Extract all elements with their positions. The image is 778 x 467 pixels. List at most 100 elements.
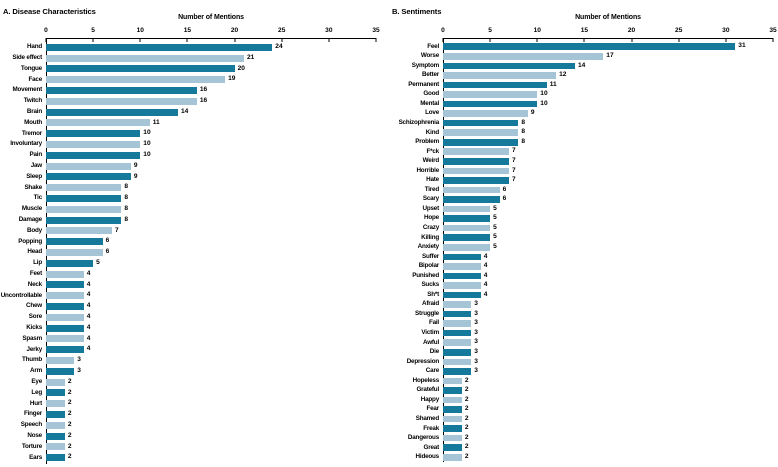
x-tick-mark	[772, 38, 774, 42]
bar-row: Arm 3	[0, 366, 389, 377]
value-label: 2	[67, 410, 72, 418]
bar-track: 3	[443, 328, 773, 338]
bar-row: Leg 2	[0, 388, 389, 399]
x-tick-mark	[186, 38, 188, 42]
bar-track: 19	[46, 74, 376, 85]
value-label: 12	[559, 71, 567, 79]
x-tick-mark	[139, 38, 141, 42]
bar-row: Eye 2	[0, 377, 389, 388]
bar-row: Tongue 20	[0, 64, 389, 75]
bar-row: Thumb 3	[0, 355, 389, 366]
bar	[46, 54, 244, 62]
bar	[443, 119, 519, 127]
value-label: 3	[77, 356, 81, 364]
bar	[46, 454, 65, 462]
bars: Hand 24 Side effect 21 Tongue 20 Face 19 Movemen…	[0, 42, 389, 463]
value-label: 8	[521, 128, 526, 136]
bar-row: Symptom 14	[389, 61, 778, 71]
bar-track: 10	[46, 139, 376, 150]
bar-row: Mouth 11	[0, 118, 389, 129]
bar-track: 4	[443, 290, 773, 300]
category-label: Tired	[424, 185, 439, 193]
bar-row: Hideous 2	[389, 453, 778, 463]
bar	[443, 396, 462, 404]
category-label: Kind	[425, 128, 439, 136]
category-label: Popping	[18, 237, 42, 245]
bar-row: Punished 4	[389, 271, 778, 281]
category-label: Schizophrenia	[398, 119, 440, 126]
bar-row: Lip 5	[0, 258, 389, 269]
x-tick-mark	[92, 38, 94, 42]
value-label: 10	[540, 99, 548, 107]
bar-track: 10	[443, 99, 773, 109]
category-label: Pain	[29, 151, 43, 159]
category-label: Involuntary	[10, 140, 42, 148]
bar-track: 24	[46, 42, 376, 53]
x-tick-mark	[489, 38, 491, 42]
bar-track: 14	[46, 107, 376, 118]
bar-track: 2	[443, 443, 773, 453]
value-label: 2	[67, 399, 72, 407]
category-label: Hurt	[29, 399, 42, 407]
bar-row: Tremor 10	[0, 128, 389, 139]
value-label: 10	[143, 129, 151, 137]
bar-track: 8	[46, 193, 376, 204]
value-label: 4	[86, 313, 91, 321]
value-label: 5	[493, 214, 497, 222]
bar-track: 2	[46, 420, 376, 431]
category-label: Tic	[33, 194, 43, 202]
bar	[46, 108, 178, 116]
bar-row: Kind 8	[389, 128, 778, 138]
value-label: 21	[247, 53, 255, 61]
bar	[46, 443, 65, 451]
category-label: Ears	[29, 453, 42, 461]
bar-track: 8	[443, 128, 773, 138]
bar	[443, 205, 491, 213]
value-label: 2	[464, 405, 469, 413]
bar-track: 2	[443, 433, 773, 443]
bar-track: 11	[443, 80, 773, 90]
bar	[443, 100, 538, 108]
category-label: Jerky	[26, 345, 43, 353]
bar	[443, 110, 528, 117]
category-label: Hate	[426, 176, 439, 184]
bar-track: 7	[443, 166, 773, 176]
bar-row: Fear 2	[389, 405, 778, 415]
bar	[46, 173, 131, 181]
category-label: Feel	[427, 42, 439, 50]
x-tick-label: 35	[769, 27, 777, 34]
category-label: Head	[27, 248, 42, 256]
bar-row: Hope 5	[389, 214, 778, 224]
value-label: 2	[464, 395, 469, 403]
category-label: Shake	[24, 183, 42, 191]
bar	[46, 432, 65, 440]
bar	[443, 415, 462, 423]
bar-row: Muscle 8	[0, 204, 389, 215]
bar-row: Movement 16	[0, 85, 389, 96]
value-label: 4	[86, 302, 91, 310]
value-label: 8	[124, 183, 129, 191]
bar-track: 21	[46, 53, 376, 64]
category-label: Body	[27, 226, 42, 234]
value-label: 6	[502, 185, 507, 193]
bar	[46, 292, 84, 300]
category-label: Lip	[33, 259, 42, 267]
category-label: Side effect	[12, 54, 42, 62]
bar	[46, 421, 65, 429]
bar-row: Permanent 11	[389, 80, 778, 90]
bar	[443, 167, 509, 175]
bar-track: 3	[443, 338, 773, 348]
value-label: 3	[474, 367, 478, 375]
x-tick-mark	[328, 38, 330, 42]
bar-row: Torture 2	[0, 441, 389, 452]
bar	[443, 272, 481, 280]
bar-row: Schizophrenia 8	[389, 118, 778, 128]
value-label: 4	[483, 281, 488, 289]
bar	[443, 81, 547, 89]
value-label: 2	[67, 388, 72, 396]
bar-track: 4	[443, 252, 773, 262]
bar	[443, 148, 509, 156]
bar-track: 12	[443, 71, 773, 81]
x-tick-label: 25	[675, 27, 683, 34]
